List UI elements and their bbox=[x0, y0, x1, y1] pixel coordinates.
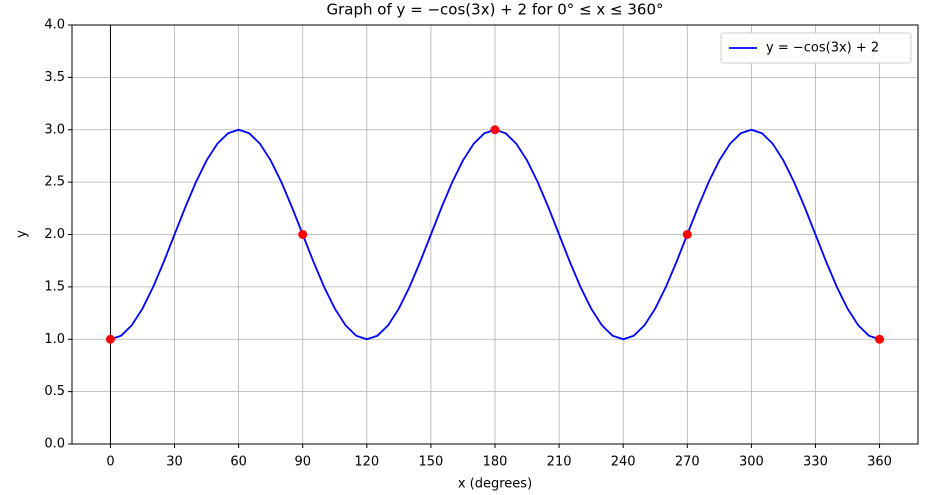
x-tick-label: 300 bbox=[739, 455, 764, 470]
y-tick-label: 0.0 bbox=[44, 437, 65, 452]
x-tick-label: 60 bbox=[230, 455, 247, 470]
point bbox=[682, 230, 692, 239]
point bbox=[298, 230, 308, 239]
legend-box bbox=[720, 32, 912, 64]
y-tick-label: 0.5 bbox=[44, 384, 65, 399]
plot-frame bbox=[71, 24, 919, 445]
x-tick-label: 120 bbox=[354, 455, 379, 470]
y-axis-label: y bbox=[15, 230, 30, 238]
y-tick-label: 1.5 bbox=[44, 279, 65, 294]
x-tick-label: 150 bbox=[418, 455, 443, 470]
x-tick-label: 30 bbox=[166, 455, 183, 470]
x-tick-label: 330 bbox=[803, 455, 828, 470]
y-tick-label: 4.0 bbox=[44, 18, 65, 33]
x-tick-label: 240 bbox=[611, 455, 636, 470]
x-tick-label: 360 bbox=[867, 455, 892, 470]
point bbox=[875, 334, 885, 344]
y-tick-label: 2.5 bbox=[44, 175, 65, 190]
x-tick-label: 0 bbox=[106, 455, 114, 470]
point bbox=[105, 334, 115, 344]
y-tick-label: 3.5 bbox=[44, 70, 65, 85]
chart-title: Graph of y = −cos(3x) + 2 for 0° ≤ x ≤ 3… bbox=[327, 1, 664, 19]
x-tick-label: 180 bbox=[483, 455, 508, 470]
x-tick-label: 210 bbox=[547, 455, 572, 470]
y-tick-label: 2.0 bbox=[44, 227, 65, 242]
y-tick-label: 3.0 bbox=[44, 122, 65, 137]
x-axis-label: x (degrees) bbox=[458, 477, 532, 492]
x-tick-label: 270 bbox=[675, 455, 700, 470]
x-tick-label: 90 bbox=[294, 455, 311, 470]
legend-label: y = −cos(3x) + 2 bbox=[766, 41, 879, 56]
y-tick-label: 1.0 bbox=[44, 332, 65, 347]
point bbox=[490, 125, 500, 135]
